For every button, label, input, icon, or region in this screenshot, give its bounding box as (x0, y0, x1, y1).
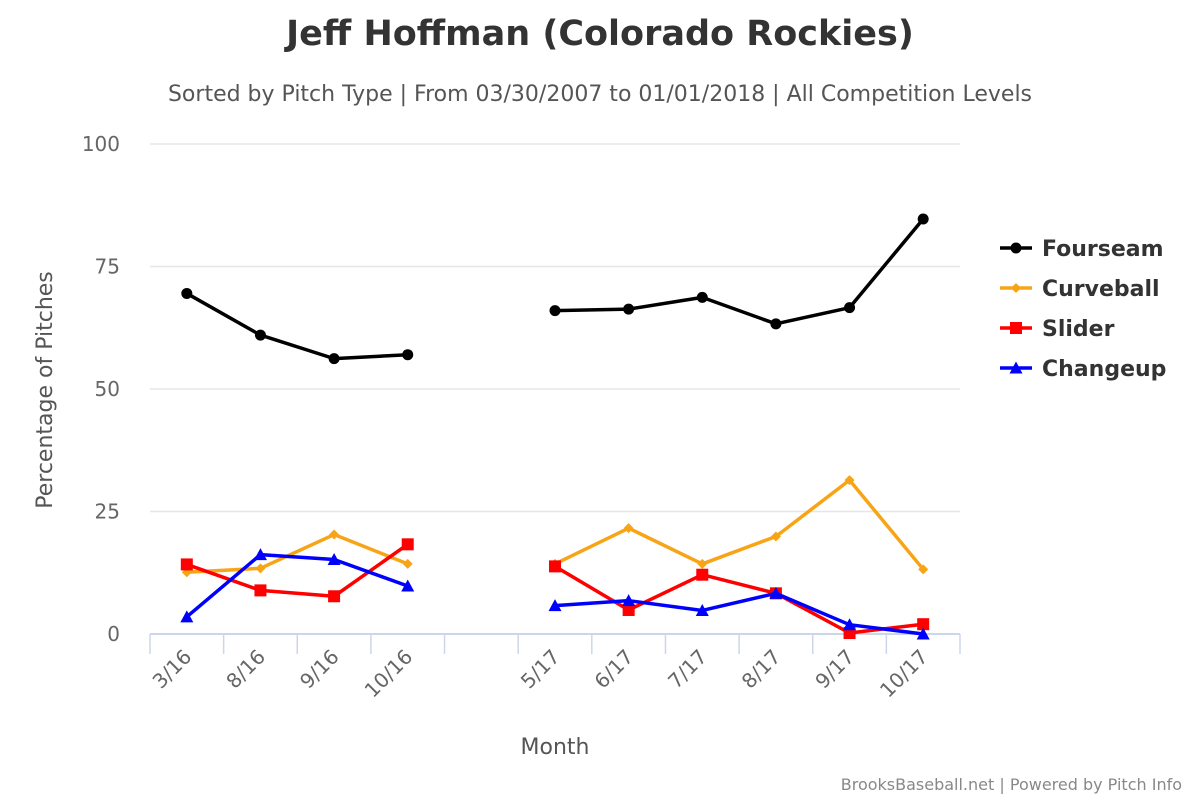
credits-powered: Powered by Pitch Info (1010, 775, 1182, 794)
x-tick-label: 10/17 (875, 645, 933, 703)
data-point[interactable] (402, 538, 414, 550)
legend-item-slider[interactable]: Slider (1000, 317, 1115, 342)
legend-marker[interactable] (1010, 322, 1022, 334)
x-tick-label: 9/17 (810, 645, 859, 694)
data-point[interactable] (181, 288, 192, 299)
data-point[interactable] (770, 318, 781, 329)
data-point[interactable] (697, 292, 708, 303)
series-line (187, 219, 923, 359)
x-tick-label: 6/17 (589, 645, 638, 694)
legend-item-curveball[interactable]: Curveball (1000, 277, 1160, 302)
legend: Fourseam Curveball Slider Changeup (1000, 237, 1166, 382)
series-fourseam (181, 213, 928, 364)
legend-label: Slider (1042, 317, 1115, 342)
credits-site: BrooksBaseball.net (841, 775, 995, 794)
y-tick-label: 25 (95, 500, 120, 524)
x-axis: 3/16 8/16 9/16 10/16 5/17 6/17 7/17 8/17 9/17 10/… (148, 634, 960, 702)
y-tick-label: 100 (82, 132, 120, 156)
y-tick-label: 0 (107, 622, 120, 646)
x-tick-label: 3/16 (148, 645, 197, 694)
credits-separator: | (999, 775, 1004, 794)
x-tick-label: 5/17 (516, 645, 565, 694)
legend-marker[interactable] (1011, 283, 1021, 293)
data-point[interactable] (623, 304, 634, 315)
legend-item-changeup[interactable]: Changeup (1000, 357, 1166, 382)
y-axis-ticks: 0 25 50 75 100 (82, 132, 120, 646)
credits[interactable]: BrooksBaseball.net | Powered by Pitch In… (841, 775, 1182, 794)
legend-marker[interactable] (1011, 243, 1022, 254)
legend-label: Curveball (1042, 277, 1160, 302)
data-point[interactable] (403, 559, 413, 569)
data-point[interactable] (181, 558, 193, 570)
data-point[interactable] (918, 213, 929, 224)
data-point[interactable] (329, 353, 340, 364)
x-tick-label: 9/16 (295, 645, 344, 694)
series-layer (180, 213, 929, 639)
legend-item-fourseam[interactable]: Fourseam (1000, 237, 1164, 262)
y-axis-title: Percentage of Pitches (33, 271, 58, 509)
x-tick-label: 7/17 (663, 645, 712, 694)
legend-label: Changeup (1042, 357, 1166, 382)
data-point[interactable] (254, 584, 266, 596)
x-tick-label: 8/16 (221, 645, 270, 694)
x-tick-label: 10/16 (360, 645, 418, 703)
y-tick-label: 50 (95, 377, 120, 401)
data-point[interactable] (255, 330, 266, 341)
data-point[interactable] (549, 560, 561, 572)
data-point[interactable] (696, 569, 708, 581)
line-chart: 0 25 50 75 100 3/16 8/16 9/16 10/16 5/17 6/17 7/17… (0, 0, 1200, 800)
grid-lines (150, 144, 960, 512)
data-point[interactable] (328, 590, 340, 602)
data-point[interactable] (402, 349, 413, 360)
y-tick-label: 75 (95, 255, 120, 279)
legend-label: Fourseam (1042, 237, 1164, 262)
data-point[interactable] (550, 305, 561, 316)
data-point[interactable] (844, 302, 855, 313)
x-axis-title: Month (521, 735, 590, 760)
x-tick-label: 8/17 (737, 645, 786, 694)
